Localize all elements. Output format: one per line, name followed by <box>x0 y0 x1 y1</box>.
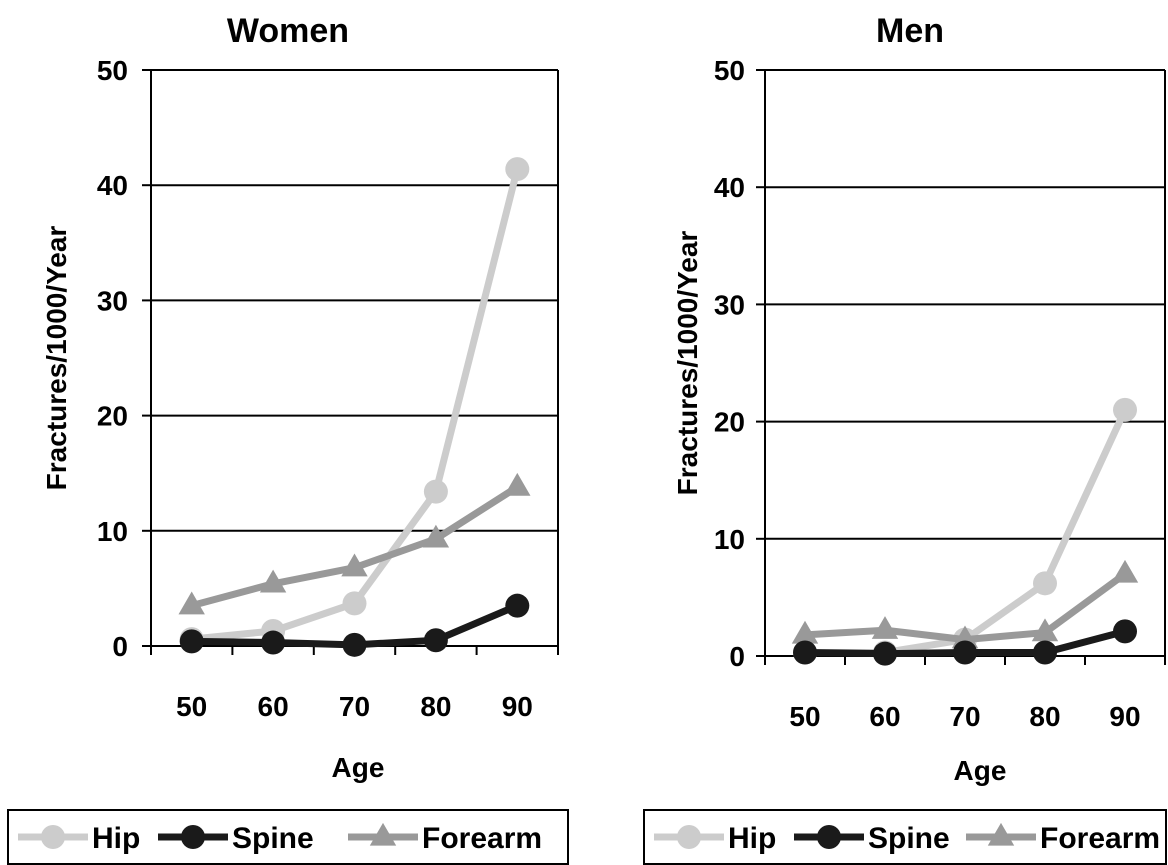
women-legend: Hip Spine Forearm <box>7 809 569 865</box>
women-forearm-point <box>259 569 287 593</box>
men-y-tick-label: 20 <box>714 407 745 438</box>
men-y-tick-label: 30 <box>714 289 745 320</box>
women-spine-point <box>179 629 204 654</box>
women-x-tick-label: 90 <box>502 691 533 722</box>
women-hip-point <box>342 591 367 616</box>
women-legend-forearm-label: Forearm <box>422 822 542 855</box>
women-legend-forearm-swatch-marker <box>369 822 397 846</box>
men-hip-point <box>1113 397 1137 422</box>
women-spine-point <box>505 593 530 618</box>
men-y-tick-label: 0 <box>729 641 745 672</box>
women-y-tick-label: 20 <box>97 401 128 432</box>
men-y-tick-label: 40 <box>714 172 745 203</box>
men-x-axis-title: Age <box>954 755 1007 786</box>
men-spine-point <box>873 641 897 666</box>
men-chart-title: Men <box>876 12 944 50</box>
women-x-tick-label: 60 <box>258 691 289 722</box>
men-y-tick-label: 10 <box>714 524 745 555</box>
women-spine-point <box>423 628 448 653</box>
women-x-tick-label: 70 <box>339 691 370 722</box>
women-legend-box <box>7 809 569 865</box>
men-forearm-point <box>1031 618 1059 642</box>
men-legend-hip-swatch-marker <box>677 825 701 849</box>
women-y-tick-label: 40 <box>97 170 128 201</box>
men-legend-box <box>643 809 1167 865</box>
women-x-tick-label: 80 <box>420 691 451 722</box>
women-y-tick-label: 50 <box>97 55 128 86</box>
men-x-tick-label: 80 <box>1029 701 1060 732</box>
women-forearm-point <box>504 472 531 496</box>
men-legend-forearm-label: Forearm <box>1040 822 1160 855</box>
men-x-tick-label: 60 <box>869 701 900 732</box>
men-spine-point <box>1033 640 1057 665</box>
men-x-tick-label: 50 <box>789 701 820 732</box>
women-y-tick-label: 30 <box>97 285 128 316</box>
women-forearm-point <box>341 553 368 577</box>
women-forearm-point <box>178 591 205 615</box>
men-spine-point <box>1113 619 1137 644</box>
men-hip-point <box>1033 571 1057 596</box>
men-y-axis-title: Fractures/1000/Year <box>672 231 703 496</box>
women-legend-hip-swatch-marker <box>41 825 65 849</box>
women-y-axis-title: Fractures/1000/Year <box>41 226 72 491</box>
men-hip-line <box>805 408 1129 656</box>
women-hip-point <box>423 479 448 504</box>
men-legend-spine-swatch-marker <box>817 825 841 849</box>
women-x-axis-title: Age <box>332 752 385 783</box>
women-legend-spine-swatch-marker <box>181 825 205 849</box>
men-forearm-point <box>871 616 899 639</box>
women-spine-point <box>342 632 367 657</box>
men-forearm-point <box>1111 559 1139 583</box>
women-hip-point <box>505 157 530 182</box>
women-x-tick-label: 50 <box>176 691 207 722</box>
men-legend-spine-label: Spine <box>868 822 950 855</box>
men-legend-hip-label: Hip <box>728 822 776 855</box>
women-y-tick-label: 10 <box>97 516 128 547</box>
men-x-tick-label: 70 <box>949 701 980 732</box>
men-legend: Hip Spine Forearm <box>643 809 1167 865</box>
men-x-tick-label: 90 <box>1109 701 1140 732</box>
women-chart-panel: Women 0 10 20 30 40 50 50 60 70 80 90 Age Fractures/1… <box>7 12 569 865</box>
women-chart-title: Women <box>227 12 349 50</box>
men-chart-panel: Men 0 10 20 30 40 50 50 60 70 80 90 Age Fractures/100… <box>643 12 1167 865</box>
women-forearm-line <box>190 484 520 610</box>
men-y-tick-label: 50 <box>714 55 745 86</box>
women-forearm-point <box>422 524 450 548</box>
women-legend-spine-label: Spine <box>232 822 314 855</box>
men-spine-point <box>953 640 977 665</box>
women-y-tick-label: 0 <box>112 631 128 662</box>
men-spine-point <box>793 640 817 665</box>
men-legend-forearm-swatch-marker <box>987 822 1015 846</box>
women-spine-point <box>261 630 286 655</box>
men-forearm-point <box>791 620 819 644</box>
women-legend-hip-label: Hip <box>92 822 140 855</box>
